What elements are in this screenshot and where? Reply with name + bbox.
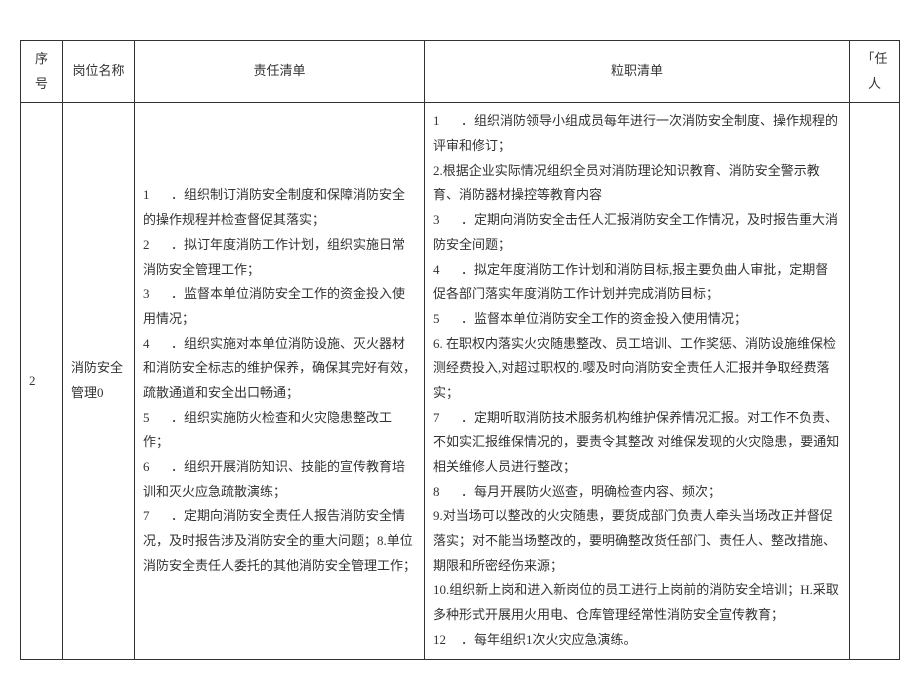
item-text: ．定期向消防安全击任人汇报消防安全工作情况，及时报告重大消防安全间题； <box>433 212 838 252</box>
list-item: 2.根据企业实际情况组织全员对消防理论知识教育、消防安全警示教育、消防器材操控等… <box>433 159 841 208</box>
cell-perf: 1．组织消防领导小组成员每年进行一次消防安全制度、操作规程的评审和修订；2.根据… <box>425 103 850 659</box>
cell-resp: 1．组织制订消防安全制度和保障消防安全的操作规程并检查督促其落实；2．拟订年度消… <box>135 103 425 659</box>
item-text: ．拟订年度消防工作计划，组织实施日常消防安全管理工作； <box>143 237 405 277</box>
responsibility-table: 序号 岗位名称 责任清单 粒职清单 「任人 2 消防安全管理0 1．组织制订消防… <box>20 40 900 660</box>
list-item: 1．组织消防领导小组成员每年进行一次消防安全制度、操作规程的评审和修订； <box>433 109 841 158</box>
item-index: 6 <box>143 455 171 480</box>
cell-post: 消防安全管理0 <box>63 103 135 659</box>
list-item: 1．组织制订消防安全制度和保障消防安全的操作规程并检查督促其落实； <box>143 183 416 232</box>
col-header-perf: 粒职清单 <box>425 41 850 103</box>
table-header-row: 序号 岗位名称 责任清单 粒职清单 「任人 <box>21 41 900 103</box>
item-text: ．组织制订消防安全制度和保障消防安全的操作规程并检查督促其落实； <box>143 187 405 227</box>
item-text: ．每月开展防火巡查，明确检查内容、频次； <box>461 484 721 499</box>
item-text: ．拟定年度消防工作计划和消防目标,报主要负曲人审批，定期督促各部门落实年度消防工… <box>433 262 828 302</box>
list-item: 4．组织实施对本单位消防设施、灭火器材和消防安全标志的维护保养，确保其完好有效，… <box>143 332 416 406</box>
list-item: 5．监督本单位消防安全工作的资金投入使用情况； <box>433 307 841 332</box>
item-text: ．定期听取消防技术服务机构维护保养情况汇报。对工作不负责、不如实汇报维保情况的，… <box>433 410 839 474</box>
table-row: 2 消防安全管理0 1．组织制订消防安全制度和保障消防安全的操作规程并检查督促其… <box>21 103 900 659</box>
cell-owner <box>850 103 900 659</box>
list-item: 6. 在职权内落实火灾随患整改、员工培训、工作奖惩、消防设施维保检测经费投入,对… <box>433 332 841 406</box>
col-header-seq: 序号 <box>21 41 63 103</box>
item-index: 12 <box>433 628 461 653</box>
item-index: 3 <box>433 208 461 233</box>
list-item: 8．每月开展防火巡查，明确检查内容、频次； <box>433 480 841 505</box>
item-index: 3 <box>143 282 171 307</box>
list-item: 6．组织开展消防知识、技能的宣传教育培训和灭火应急疏散演练； <box>143 455 416 504</box>
item-index: 2 <box>143 233 171 258</box>
item-text: ．组织开展消防知识、技能的宣传教育培训和灭火应急疏散演练； <box>143 459 405 499</box>
col-header-resp: 责任清单 <box>135 41 425 103</box>
list-item: 7．定期听取消防技术服务机构维护保养情况汇报。对工作不负责、不如实汇报维保情况的… <box>433 406 841 480</box>
list-item: 5．组织实施防火检查和火灾隐患整改工作； <box>143 406 416 455</box>
item-index: 1 <box>143 183 171 208</box>
cell-seq: 2 <box>21 103 63 659</box>
list-item: 3．监督本单位消防安全工作的资金投入使用情况； <box>143 282 416 331</box>
item-text: ．监督本单位消防安全工作的资金投入使用情况； <box>461 311 747 326</box>
item-index: 7 <box>433 406 461 431</box>
item-text: ．组织实施防火检查和火灾隐患整改工作； <box>143 410 392 450</box>
item-text: ．组织实施对本单位消防设施、灭火器材和消防安全标志的维护保养，确保其完好有效， … <box>143 336 416 400</box>
item-index: 5 <box>433 307 461 332</box>
item-index: 1 <box>433 109 461 134</box>
list-item: 9.对当场可以整改的火灾随患，要货成部门负责人牵头当场改正并督促落实；对不能当场… <box>433 504 841 578</box>
list-item: 10.组织新上岗和进入新岗位的员工进行上岗前的消防安全培训；H.采取多种形式开展… <box>433 578 841 627</box>
item-text: ．组织消防领导小组成员每年进行一次消防安全制度、操作规程的评审和修订； <box>433 113 838 153</box>
item-text: ．每年组织1次火灾应急演练。 <box>461 632 637 647</box>
item-index: 8 <box>433 480 461 505</box>
item-index: 5 <box>143 406 171 431</box>
item-text: ．定期向消防安全责任人报告消防安全情况，及时报告涉及消防安全的重大问题；8.单位… <box>143 508 416 572</box>
item-index: 4 <box>433 258 461 283</box>
list-item: 12．每年组织1次火灾应急演练。 <box>433 628 841 653</box>
item-index: 4 <box>143 332 171 357</box>
list-item: 3．定期向消防安全击任人汇报消防安全工作情况，及时报告重大消防安全间题； <box>433 208 841 257</box>
list-item: 2．拟订年度消防工作计划，组织实施日常消防安全管理工作； <box>143 233 416 282</box>
item-index: 7 <box>143 504 171 529</box>
item-text: ．监督本单位消防安全工作的资金投入使用情况； <box>143 286 405 326</box>
list-item: 4．拟定年度消防工作计划和消防目标,报主要负曲人审批，定期督促各部门落实年度消防… <box>433 258 841 307</box>
col-header-owner: 「任人 <box>850 41 900 103</box>
list-item: 7．定期向消防安全责任人报告消防安全情况，及时报告涉及消防安全的重大问题；8.单… <box>143 504 416 578</box>
col-header-post: 岗位名称 <box>63 41 135 103</box>
